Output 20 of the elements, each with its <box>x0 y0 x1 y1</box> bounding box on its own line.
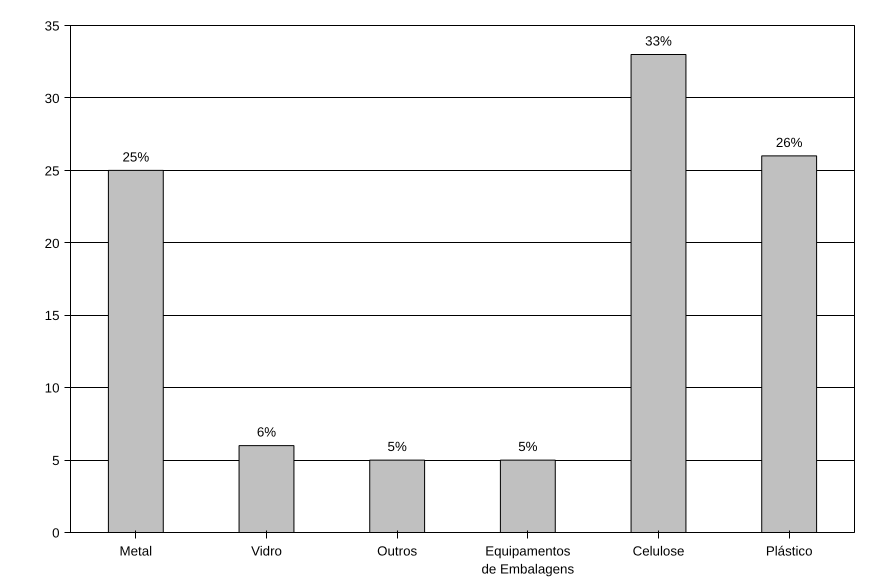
data-label: 6% <box>256 424 276 440</box>
y-tick-label: 25 <box>44 163 60 178</box>
x-tick-label: Plástico <box>766 544 813 558</box>
data-label: 5% <box>388 439 407 454</box>
y-tick-label: 5 <box>52 453 60 468</box>
y-tick-label: 15 <box>44 308 60 324</box>
y-tick-label: 20 <box>44 236 60 251</box>
y-tick-label: 10 <box>44 380 60 396</box>
x-tick-label: Outros <box>377 544 418 558</box>
x-tick-label: Equipamentos de Embalagens <box>482 544 574 576</box>
y-tick-label: 30 <box>44 90 60 106</box>
data-label: 5% <box>518 439 538 454</box>
x-tick-label: Vidro <box>251 544 282 558</box>
y-tick-label: 35 <box>44 18 60 34</box>
x-tick-label: Metal <box>120 544 152 558</box>
data-label: 25% <box>122 149 150 164</box>
data-label: 26% <box>776 134 803 150</box>
y-tick-label: 0 <box>52 526 60 540</box>
data-label: 33% <box>645 33 672 48</box>
x-tick-label: Celulose <box>632 544 684 558</box>
